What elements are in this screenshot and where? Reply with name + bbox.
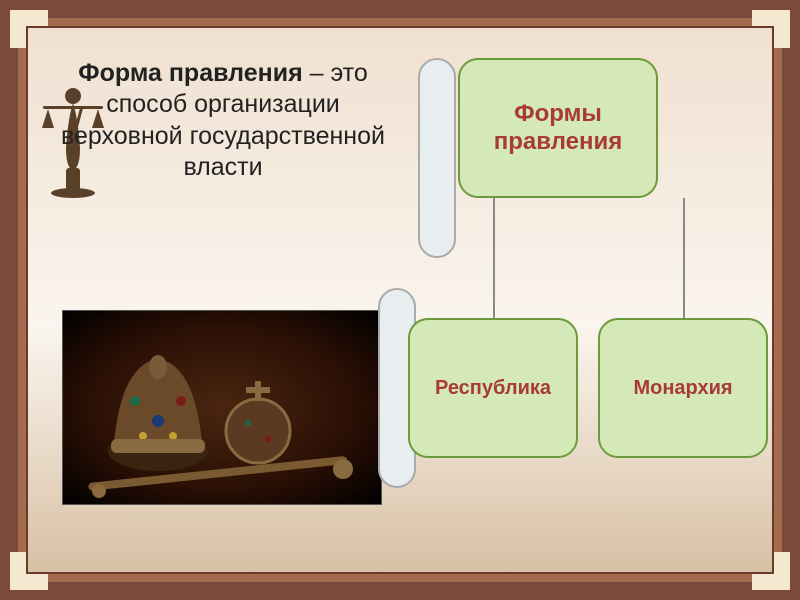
diagram-child-node: Республика (408, 318, 578, 458)
diagram-child-label: Монархия (633, 377, 732, 400)
diagram-connector (493, 198, 495, 318)
diagram-root-node: Формы правления (458, 58, 658, 198)
diagram-shadow-node (418, 58, 456, 258)
diagram-root-label: Формы правления (460, 100, 656, 156)
diagram-child-label: Республика (435, 377, 551, 400)
outer-frame: Форма правления – это способ организации… (0, 0, 800, 600)
regalia-image (62, 310, 382, 505)
diagram-connector (683, 198, 685, 318)
definition-text: Форма правления – это способ организации… (58, 58, 388, 183)
diagram-child-node: Монархия (598, 318, 768, 458)
definition-term: Форма правления (78, 59, 302, 87)
mid-frame: Форма правления – это способ организации… (18, 18, 782, 582)
slide-area: Форма правления – это способ организации… (26, 26, 774, 574)
